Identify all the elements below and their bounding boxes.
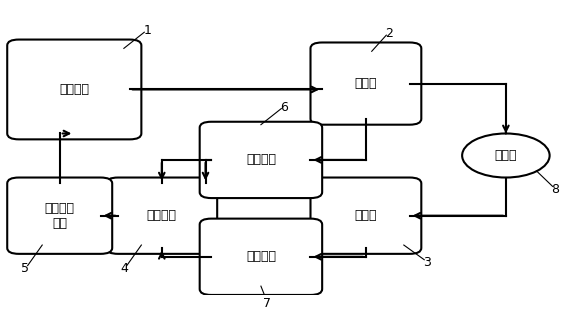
Text: 时刻鉴别: 时刻鉴别 xyxy=(146,209,177,222)
Text: 7: 7 xyxy=(263,297,271,310)
Text: 发射端: 发射端 xyxy=(355,77,377,90)
Text: 6: 6 xyxy=(280,100,288,113)
Text: 2: 2 xyxy=(385,27,393,40)
Text: 时间间隔
测量: 时间间隔 测量 xyxy=(45,202,74,230)
FancyBboxPatch shape xyxy=(200,219,322,295)
FancyBboxPatch shape xyxy=(107,178,217,254)
Text: 第二通道: 第二通道 xyxy=(246,250,276,263)
Text: 控制部分: 控制部分 xyxy=(59,83,89,96)
FancyBboxPatch shape xyxy=(200,122,322,198)
FancyBboxPatch shape xyxy=(311,42,421,125)
Text: 接收端: 接收端 xyxy=(355,209,377,222)
Text: 被测物: 被测物 xyxy=(495,149,517,162)
Circle shape xyxy=(462,134,550,178)
FancyBboxPatch shape xyxy=(7,40,141,140)
Text: 3: 3 xyxy=(423,256,431,269)
Text: 5: 5 xyxy=(21,262,29,275)
Text: 1: 1 xyxy=(143,24,151,37)
FancyBboxPatch shape xyxy=(311,178,421,254)
Text: 第一通道: 第一通道 xyxy=(246,153,276,166)
Text: 4: 4 xyxy=(120,262,128,275)
Text: 8: 8 xyxy=(551,183,560,196)
FancyBboxPatch shape xyxy=(7,178,112,254)
